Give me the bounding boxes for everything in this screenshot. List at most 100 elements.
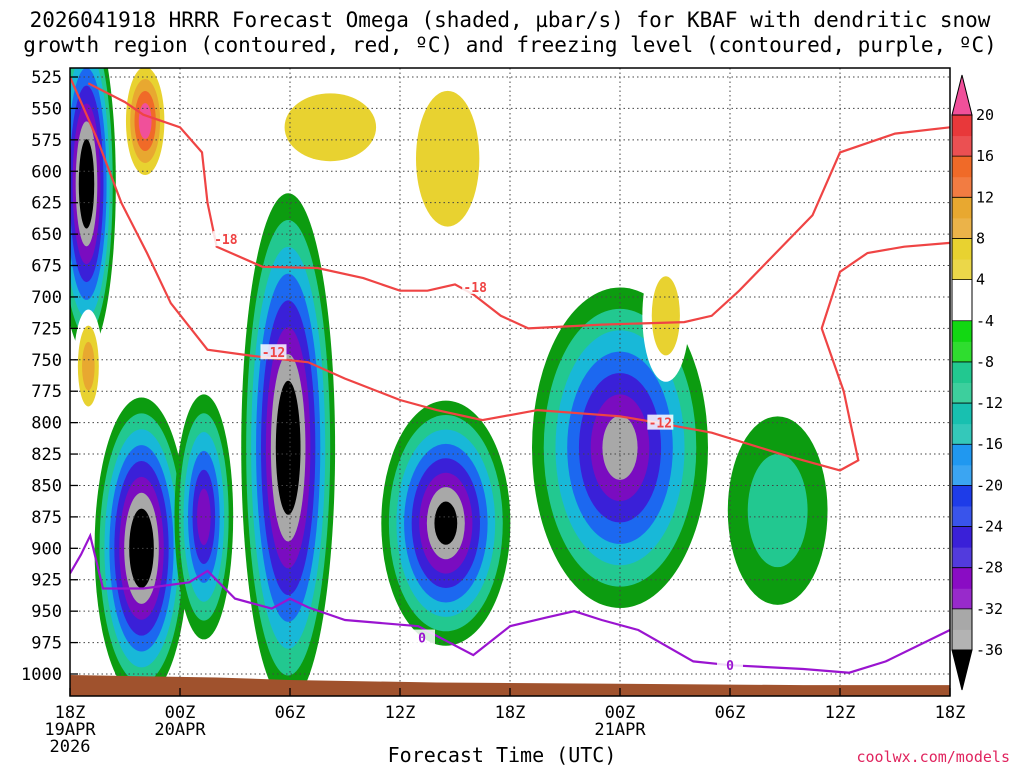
contour-label: -12 [262, 346, 285, 361]
x-tick-label: 20APR [154, 720, 206, 740]
colorbar-label: 20 [976, 106, 994, 124]
contour-label-background [260, 344, 287, 360]
colorbar-bin [952, 588, 972, 610]
colorbar-label: 16 [976, 147, 994, 165]
y-tick-label: 675 [31, 257, 62, 277]
x-tick-label: 06Z [715, 703, 746, 723]
chart-title-line-2: growth region (contoured, red, ºC) and f… [23, 33, 997, 57]
colorbar-bin [952, 423, 972, 445]
y-tick-label: 825 [31, 445, 62, 465]
colorbar-bin [952, 279, 972, 301]
colorbar-bin [952, 608, 972, 630]
colorbar-bin [952, 176, 972, 198]
x-tick-label: 2026 [50, 737, 91, 757]
colorbar-bin [952, 197, 972, 219]
colorbar-bin [952, 341, 972, 363]
colorbar-bin [952, 567, 972, 589]
contour-label-background [647, 414, 674, 430]
colorbar-bin [952, 259, 972, 281]
omega-shaded-field [70, 68, 828, 696]
omega-shade-cell [602, 415, 638, 480]
y-axis-ticks: 525 550 575 600 625 650 675 700 725 750 775 800 825 8… [21, 68, 78, 685]
x-axis-label: Forecast Time (UTC) [388, 743, 617, 767]
colorbar-bin [952, 238, 972, 260]
grid-lines [70, 68, 950, 696]
x-tick-label: 06Z [275, 703, 306, 723]
omega-shade-cell [134, 524, 149, 573]
y-tick-label: 900 [31, 539, 62, 559]
x-tick-label: 12Z [385, 703, 416, 723]
colorbar-label: -12 [976, 394, 1003, 412]
y-tick-label: 575 [31, 131, 62, 151]
omega-shade-cell [284, 93, 377, 162]
y-tick-label: 850 [31, 476, 62, 496]
omega-colorbar: 20 16 12 8 4 -4 -8 -12 -16 -20 -24 -28 -32 -36 [951, 74, 1003, 691]
omega-shade-cell [81, 157, 92, 211]
colorbar-label: -28 [976, 559, 1003, 577]
colorbar-label: -20 [976, 476, 1003, 494]
colorbar-bin [952, 300, 972, 322]
colorbar-bin [952, 382, 972, 404]
omega-shade-cell [82, 341, 95, 391]
x-tick-label: 00Z [605, 703, 636, 723]
contour-label: -18 [463, 281, 487, 296]
omega-shade-cell [415, 90, 480, 227]
y-tick-label: 925 [31, 571, 62, 591]
x-tick-label: 18Z [495, 703, 526, 723]
y-tick-label: 700 [31, 288, 62, 308]
omega-shade-cell [434, 501, 458, 545]
contour-label: 0 [418, 632, 426, 647]
y-tick-label: 650 [31, 225, 62, 245]
omega-shade-cell [280, 407, 296, 488]
colorbar-bin [952, 403, 972, 425]
colorbar-bin [952, 135, 972, 157]
contour-label-background [717, 657, 743, 673]
colorbar-min-arrow [951, 649, 973, 691]
colorbar-bin [952, 361, 972, 383]
y-tick-label: 1000 [21, 665, 62, 685]
colorbar-label: -32 [976, 600, 1003, 618]
colorbar-bin [952, 217, 972, 239]
x-tick-label: 19APR [44, 720, 96, 740]
contour-label: 0 [726, 659, 734, 674]
omega-shade-cell [197, 488, 211, 546]
y-tick-label: 775 [31, 382, 62, 402]
omega-shade-cell [651, 276, 680, 356]
colorbar-max-arrow [951, 74, 973, 116]
y-tick-label: 550 [31, 99, 62, 119]
x-tick-label: 12Z [825, 703, 856, 723]
colorbar-bin [952, 156, 972, 178]
colorbar-bin [952, 464, 972, 486]
contour-label: -12 [649, 417, 672, 432]
temperature-contours: -18 -18 -12 -12 0 0 [70, 76, 950, 674]
y-tick-label: 800 [31, 414, 62, 434]
omega-shade-cell [747, 454, 808, 568]
contour-label-background [409, 629, 435, 645]
y-tick-label: 875 [31, 508, 62, 528]
colorbar-label: 4 [976, 271, 985, 289]
x-tick-label: 18Z [55, 703, 86, 723]
x-tick-label: 00Z [165, 703, 196, 723]
colorbar-bin [952, 485, 972, 507]
chart-title-line-1: 2026041918 HRRR Forecast Omega (shaded, … [30, 8, 991, 32]
colorbar-label: -8 [976, 353, 994, 371]
y-tick-label: 625 [31, 194, 62, 214]
colorbar-bin [952, 320, 972, 342]
colorbar-bin [952, 444, 972, 466]
x-tick-label: 21APR [594, 720, 646, 740]
y-tick-label: 725 [31, 319, 62, 339]
colorbar-label: -24 [976, 518, 1003, 536]
omega-shade-cell [138, 102, 152, 139]
dendritic-contour-12 [70, 76, 950, 472]
contour-label-background [212, 231, 239, 247]
y-tick-label: 600 [31, 162, 62, 182]
colorbar-bin [952, 629, 972, 651]
source-credit: coolwx.com/models [856, 748, 1010, 766]
dendritic-contour-18 [87, 82, 950, 330]
colorbar-label: 8 [976, 229, 985, 247]
y-tick-label: 525 [31, 68, 62, 88]
colorbar-bin [952, 547, 972, 569]
x-tick-label: 18Z [935, 703, 966, 723]
